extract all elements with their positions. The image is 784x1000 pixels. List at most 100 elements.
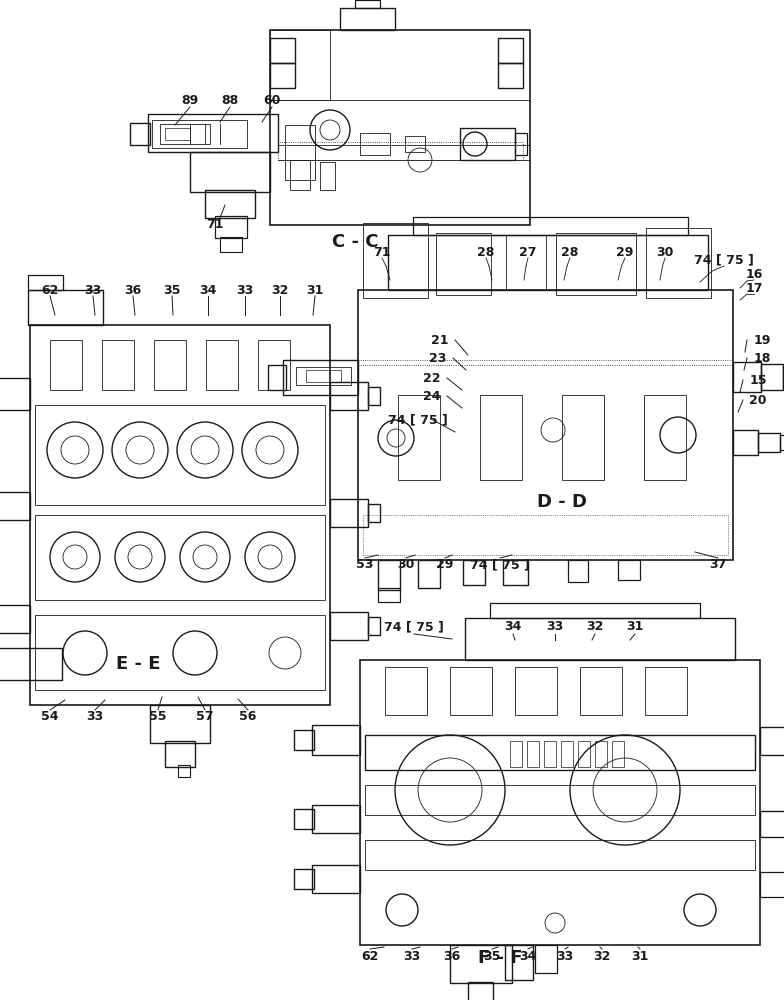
Bar <box>503 560 528 585</box>
Text: 74 [ 75 ]: 74 [ 75 ] <box>388 414 448 426</box>
Text: 32: 32 <box>593 950 611 962</box>
Bar <box>330 612 368 640</box>
Bar <box>154 340 186 390</box>
Bar <box>148 114 278 152</box>
Bar <box>645 667 687 715</box>
Text: 62: 62 <box>361 950 379 962</box>
Text: 21: 21 <box>431 334 448 347</box>
Text: 33: 33 <box>85 284 102 296</box>
Bar <box>562 395 604 480</box>
Text: 30: 30 <box>656 245 673 258</box>
Text: 71: 71 <box>373 245 390 258</box>
Bar <box>646 228 711 298</box>
Bar <box>320 162 335 190</box>
Bar <box>760 872 784 897</box>
Text: 29: 29 <box>437 558 454 572</box>
Bar <box>618 560 640 580</box>
Bar <box>365 840 755 870</box>
Bar <box>498 38 523 63</box>
Bar <box>515 133 527 155</box>
Bar <box>363 223 428 298</box>
Text: 88: 88 <box>221 94 238 106</box>
Bar <box>450 667 492 715</box>
Text: 31: 31 <box>631 950 648 962</box>
Bar <box>35 405 325 505</box>
Bar <box>294 730 314 750</box>
Text: 74 [ 75 ]: 74 [ 75 ] <box>694 253 754 266</box>
Bar <box>178 765 190 777</box>
Bar <box>258 340 290 390</box>
Bar <box>368 617 380 635</box>
Bar <box>561 741 573 767</box>
Text: 89: 89 <box>181 94 198 106</box>
Bar <box>205 190 255 218</box>
Bar <box>365 735 755 770</box>
Bar <box>644 395 686 480</box>
Text: 35: 35 <box>163 284 180 296</box>
Text: 36: 36 <box>125 284 142 296</box>
Bar <box>405 136 425 152</box>
Bar <box>413 217 688 235</box>
Bar <box>368 504 380 522</box>
Bar <box>152 120 247 148</box>
Bar <box>312 725 360 755</box>
Bar <box>505 945 533 980</box>
Bar <box>165 741 195 767</box>
Bar <box>595 741 607 767</box>
Bar <box>220 237 242 252</box>
Bar <box>463 560 485 585</box>
Bar <box>285 125 315 180</box>
Text: 15: 15 <box>750 373 767 386</box>
Text: 22: 22 <box>423 371 441 384</box>
Bar <box>385 667 427 715</box>
Bar <box>294 869 314 889</box>
Bar <box>556 233 636 295</box>
Text: 28: 28 <box>561 245 579 258</box>
Text: 16: 16 <box>746 267 763 280</box>
Bar <box>296 367 351 385</box>
Bar <box>312 805 360 833</box>
Bar <box>0 648 62 680</box>
Text: 53: 53 <box>356 558 374 572</box>
Bar <box>365 785 755 815</box>
Bar <box>368 387 380 405</box>
Bar <box>758 433 780 452</box>
Text: 35: 35 <box>483 950 501 962</box>
Text: 19: 19 <box>753 334 771 347</box>
Bar <box>28 275 63 290</box>
Text: 56: 56 <box>239 710 256 724</box>
Text: C - C: C - C <box>332 233 378 251</box>
Bar <box>330 382 368 410</box>
Text: 55: 55 <box>149 710 167 724</box>
Text: 34: 34 <box>199 284 216 296</box>
Bar <box>733 362 761 392</box>
Bar <box>780 435 784 450</box>
Text: 23: 23 <box>430 352 447 364</box>
Text: 20: 20 <box>750 393 767 406</box>
Text: 24: 24 <box>423 389 441 402</box>
Text: 36: 36 <box>444 950 461 962</box>
Bar <box>270 30 330 100</box>
Bar <box>28 290 103 325</box>
Text: 60: 60 <box>263 94 281 106</box>
Bar <box>290 160 310 190</box>
Bar <box>418 560 440 588</box>
Bar <box>0 605 30 633</box>
Text: 62: 62 <box>42 284 59 296</box>
Bar <box>460 128 515 160</box>
Bar <box>0 492 30 520</box>
Text: 57: 57 <box>196 710 214 724</box>
Bar <box>760 727 784 755</box>
Bar <box>783 366 784 388</box>
Bar <box>544 741 556 767</box>
Bar <box>363 515 728 555</box>
Bar <box>35 615 325 690</box>
Text: 54: 54 <box>42 710 59 724</box>
Bar <box>378 560 400 590</box>
Bar <box>150 705 210 743</box>
Text: F - F: F - F <box>477 949 522 967</box>
Bar <box>165 128 190 140</box>
Text: 27: 27 <box>519 245 537 258</box>
Text: 34: 34 <box>504 620 521 634</box>
Bar <box>330 499 368 527</box>
